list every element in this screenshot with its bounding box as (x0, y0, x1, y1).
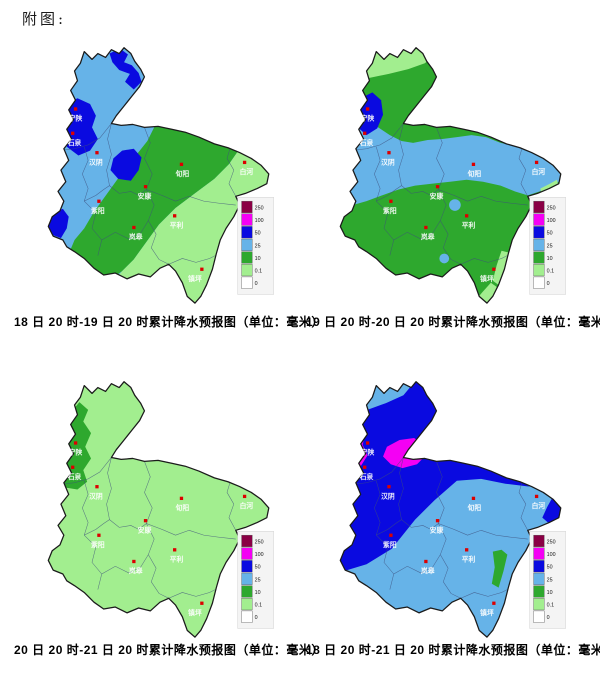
region-25mm-band (340, 113, 561, 206)
page-title: 附图: (22, 10, 67, 28)
region-10mm-east-strip (491, 549, 508, 588)
caption-day3: 20 日 20 时-21 日 20 时累计降水预报图（单位：毫米） (14, 643, 324, 657)
region-50mm-center (110, 148, 142, 181)
map-panel-day2 (312, 38, 592, 308)
region-50mm-north-streak (109, 48, 142, 90)
precip-map-total (339, 381, 567, 638)
caption-total: 18 日 20 时-21 日 20 时累计降水预报图（单位：毫米） (306, 643, 600, 657)
precip-map-day1 (47, 47, 275, 304)
map-panel-day3 (20, 372, 300, 642)
region-0p1mm-zhenping-east (492, 250, 510, 286)
precip-map-day3 (47, 381, 275, 638)
region-25mm-spot-2 (439, 253, 450, 264)
precip-map-day2 (339, 47, 567, 304)
region-25mm-spot-1 (449, 199, 461, 211)
caption-day1: 18 日 20 时-19 日 20 时累计降水预报图（单位：毫米） (14, 315, 324, 329)
region-50mm-north (340, 381, 530, 571)
map-panel-day1 (20, 38, 300, 308)
region-50mm-east-tip (542, 498, 561, 524)
caption-day2: 19 日 20 时-20 日 20 时累计降水预报图（单位：毫米） (306, 315, 600, 329)
region-10mm-band (69, 123, 238, 277)
map-panel-total (312, 372, 592, 642)
